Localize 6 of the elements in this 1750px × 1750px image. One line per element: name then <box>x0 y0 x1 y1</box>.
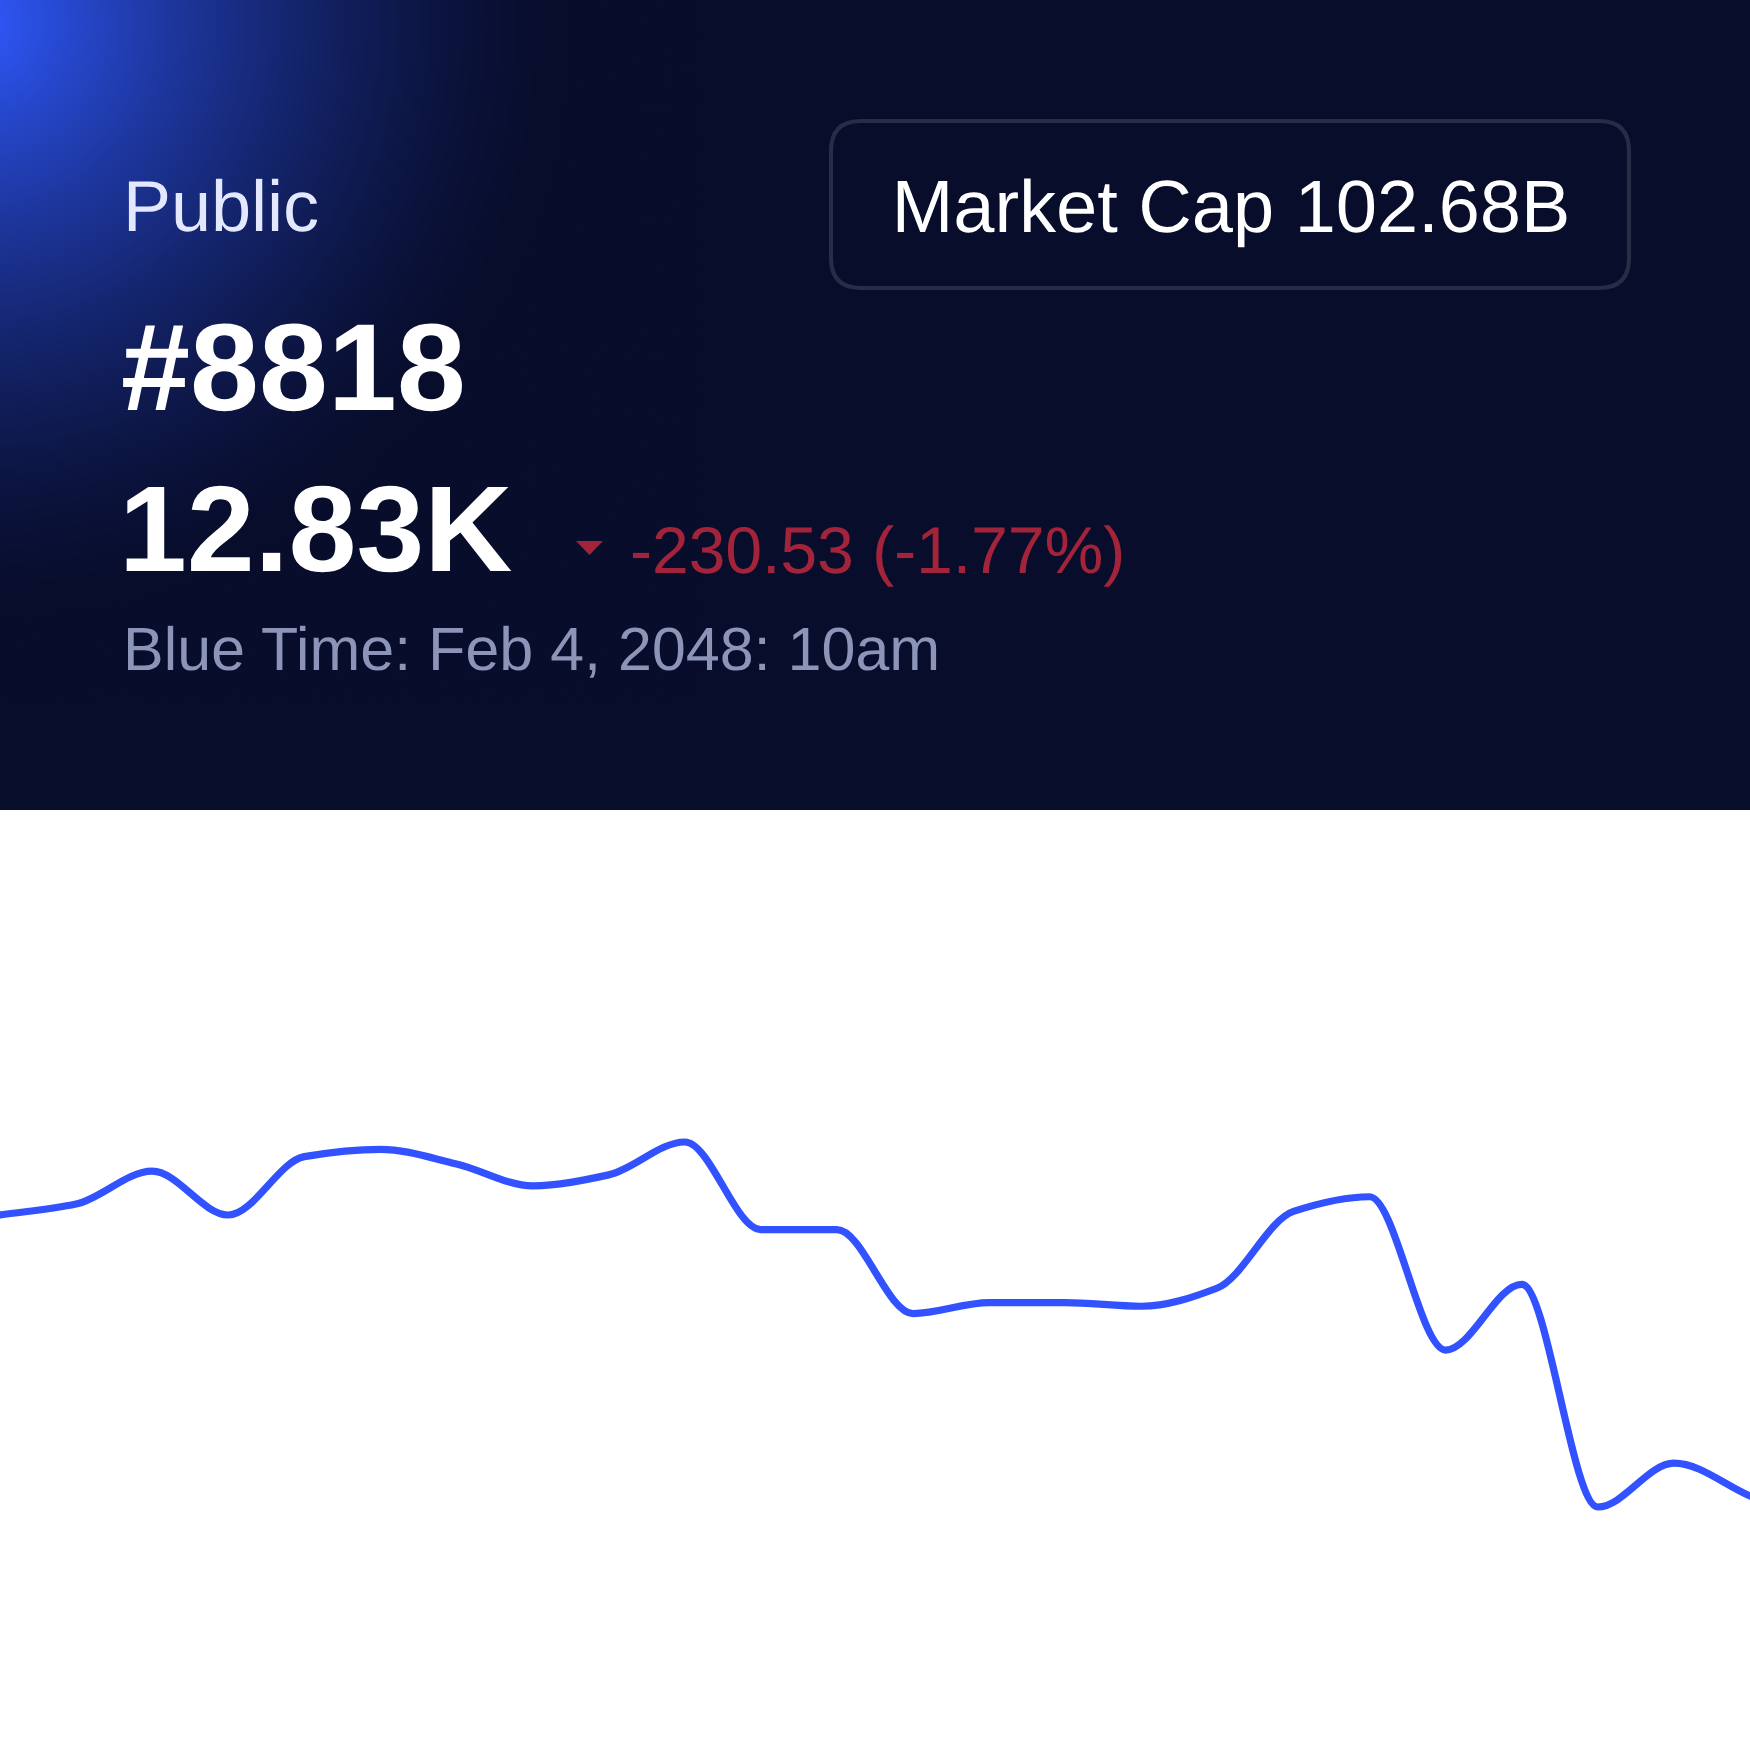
text: Market Cap 102.68B <box>897 178 1567 248</box>
text: -230.53 (-1.77%) <box>632 525 1122 587</box>
chart-subtitle: #8818 <box>123 323 462 412</box>
text: Blue Time: Feb 4, 2048: 10am <box>128 625 937 678</box>
chart-title: Public <box>128 178 318 232</box>
text: 12.83K <box>126 485 512 573</box>
